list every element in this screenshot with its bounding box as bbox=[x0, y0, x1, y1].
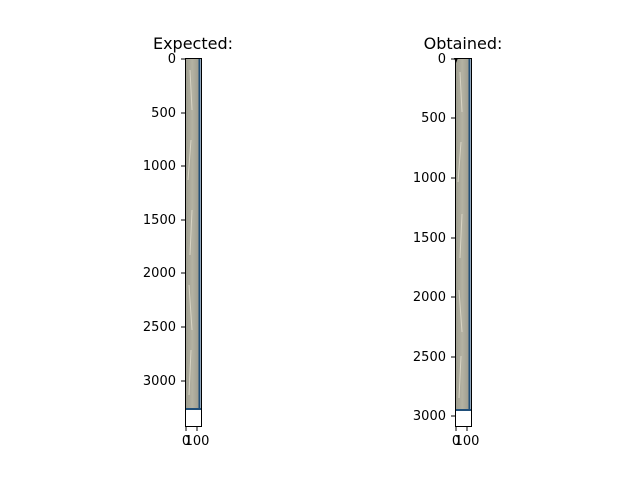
y-tick: 3000 bbox=[143, 374, 186, 389]
x-tick-label: 100 bbox=[185, 434, 210, 449]
y-tick: 500 bbox=[151, 106, 186, 121]
y-tick: 2500 bbox=[143, 320, 186, 335]
image-strip-blue-bottom bbox=[186, 408, 201, 410]
y-tick-label: 500 bbox=[421, 111, 446, 126]
y-tick: 2500 bbox=[413, 350, 456, 365]
axes-frame bbox=[455, 58, 472, 427]
image-strip-blue-bottom bbox=[456, 409, 471, 411]
y-tick-label: 2000 bbox=[143, 266, 176, 281]
y-tick-label: 2000 bbox=[413, 290, 446, 305]
x-tick: 100 bbox=[455, 426, 480, 449]
x-tick-label: 100 bbox=[455, 434, 480, 449]
y-tick-label: 2500 bbox=[413, 350, 446, 365]
x-tick: 0 bbox=[182, 426, 190, 449]
y-tick-label: 500 bbox=[151, 106, 176, 121]
x-tick-label: 0 bbox=[452, 434, 460, 449]
y-tick: 2000 bbox=[413, 290, 456, 305]
image-strip bbox=[454, 58, 471, 411]
y-tick: 500 bbox=[421, 111, 456, 126]
image-strip-fill bbox=[456, 59, 470, 410]
y-tick: 0 bbox=[438, 52, 456, 67]
y-tick-label: 0 bbox=[168, 52, 176, 67]
y-tick: 0 bbox=[168, 52, 186, 67]
image-strip-blue-edge bbox=[198, 59, 201, 409]
y-tick-label: 1500 bbox=[143, 213, 176, 228]
y-tick-label: 1000 bbox=[413, 171, 446, 186]
y-tick: 1000 bbox=[143, 159, 186, 174]
panel-title: Expected: bbox=[153, 34, 233, 53]
y-tick-label: 2500 bbox=[143, 320, 176, 335]
y-tick-label: 1500 bbox=[413, 231, 446, 246]
y-tick: 1500 bbox=[413, 231, 456, 246]
panel-obtained: Obtained: 0 500 1000 1500 2000 bbox=[413, 34, 503, 449]
image-strip-blue-edge bbox=[468, 59, 471, 410]
y-tick-label: 3000 bbox=[413, 409, 446, 424]
image-strip-texture bbox=[187, 69, 193, 396]
y-tick-label: 1000 bbox=[143, 159, 176, 174]
panel-expected: Expected: 0 500 1000 1500 2000 bbox=[143, 34, 233, 449]
image-strip-texture bbox=[457, 71, 463, 399]
image-strip bbox=[186, 59, 201, 410]
image-strip-fill bbox=[186, 59, 200, 409]
x-tick: 100 bbox=[185, 426, 210, 449]
y-tick: 2000 bbox=[143, 266, 186, 281]
panel-title: Obtained: bbox=[424, 34, 503, 53]
x-tick: 0 bbox=[452, 426, 460, 449]
y-tick: 3000 bbox=[413, 409, 456, 424]
y-tick: 1000 bbox=[413, 171, 456, 186]
y-tick-label: 3000 bbox=[143, 374, 176, 389]
y-tick-label: 0 bbox=[438, 52, 446, 67]
x-tick-label: 0 bbox=[182, 434, 190, 449]
y-tick: 1500 bbox=[143, 213, 186, 228]
axes-frame bbox=[185, 58, 202, 427]
